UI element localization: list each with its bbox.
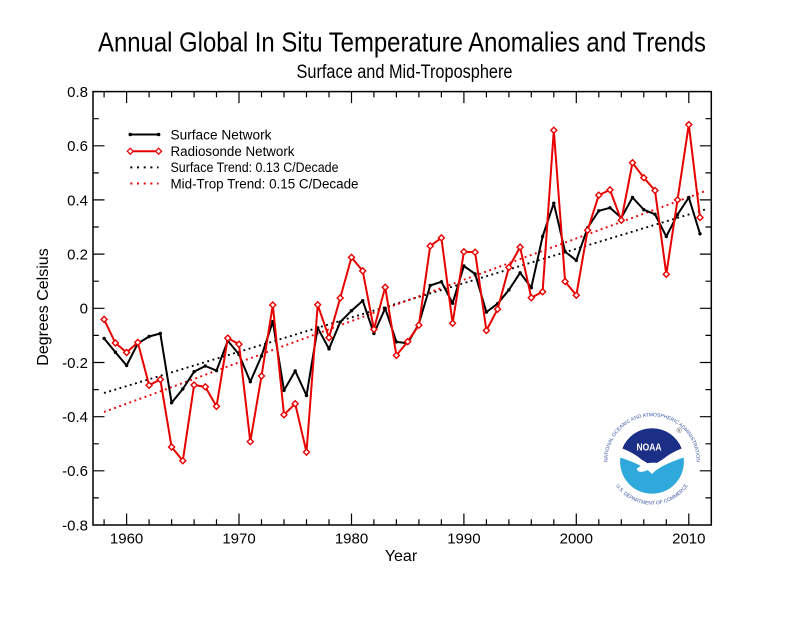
svg-text:-0.4: -0.4 xyxy=(62,409,88,426)
svg-text:Surface Network: Surface Network xyxy=(171,127,272,142)
svg-text:Degrees Celsius: Degrees Celsius xyxy=(35,248,52,365)
svg-text:0.6: 0.6 xyxy=(67,138,88,155)
svg-text:2010: 2010 xyxy=(672,530,705,547)
svg-text:1990: 1990 xyxy=(447,530,480,547)
svg-text:1960: 1960 xyxy=(110,530,143,547)
svg-text:-0.8: -0.8 xyxy=(62,517,88,534)
svg-text:0.2: 0.2 xyxy=(67,247,88,264)
svg-text:Annual Global In Situ Temperat: Annual Global In Situ Temperature Anomal… xyxy=(98,27,706,58)
svg-text:0.4: 0.4 xyxy=(67,192,88,209)
svg-text:®: ® xyxy=(677,427,683,435)
svg-text:Radiosonde Network: Radiosonde Network xyxy=(171,144,295,159)
svg-text:1980: 1980 xyxy=(335,530,368,547)
svg-text:-0.2: -0.2 xyxy=(62,355,88,372)
svg-text:1970: 1970 xyxy=(222,530,255,547)
svg-text:0.8: 0.8 xyxy=(67,84,88,101)
svg-text:0: 0 xyxy=(80,301,88,318)
svg-text:NOAA: NOAA xyxy=(637,443,662,454)
svg-text:Year: Year xyxy=(385,548,418,565)
svg-text:Surface and Mid-Troposphere: Surface and Mid-Troposphere xyxy=(297,62,513,83)
svg-text:Mid-Trop Trend: 0.15 C/Decade: Mid-Trop Trend: 0.15 C/Decade xyxy=(171,176,359,191)
svg-text:-0.6: -0.6 xyxy=(62,463,88,480)
svg-text:2000: 2000 xyxy=(560,530,593,547)
svg-text:Surface Trend: 0.13 C/Decade: Surface Trend: 0.13 C/Decade xyxy=(171,160,339,175)
